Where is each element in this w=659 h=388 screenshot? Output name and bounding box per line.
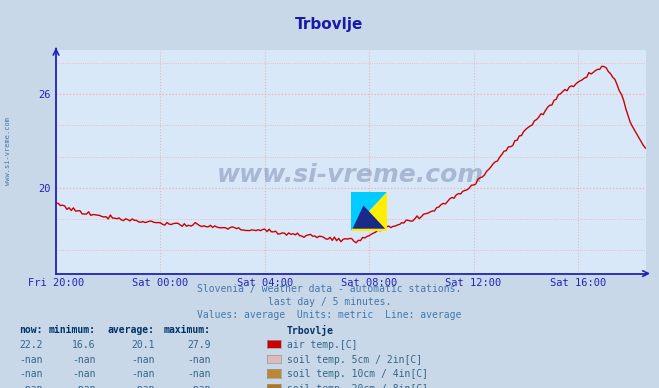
Text: Trbovlje: Trbovlje bbox=[287, 325, 333, 336]
Text: now:: now: bbox=[19, 325, 43, 335]
Text: -nan: -nan bbox=[19, 384, 43, 388]
Text: Values: average  Units: metric  Line: average: Values: average Units: metric Line: aver… bbox=[197, 310, 462, 320]
Text: -nan: -nan bbox=[19, 355, 43, 365]
Text: -nan: -nan bbox=[187, 355, 211, 365]
Text: -nan: -nan bbox=[131, 384, 155, 388]
Text: soil temp. 10cm / 4in[C]: soil temp. 10cm / 4in[C] bbox=[287, 369, 428, 379]
Text: maximum:: maximum: bbox=[164, 325, 211, 335]
Text: 22.2: 22.2 bbox=[19, 340, 43, 350]
Text: minimum:: minimum: bbox=[49, 325, 96, 335]
Text: 27.9: 27.9 bbox=[187, 340, 211, 350]
Text: last day / 5 minutes.: last day / 5 minutes. bbox=[268, 297, 391, 307]
Text: -nan: -nan bbox=[72, 369, 96, 379]
Text: -nan: -nan bbox=[131, 369, 155, 379]
Polygon shape bbox=[351, 192, 387, 230]
Text: Slovenia / weather data - automatic stations.: Slovenia / weather data - automatic stat… bbox=[197, 284, 462, 294]
Text: -nan: -nan bbox=[187, 369, 211, 379]
Text: 16.6: 16.6 bbox=[72, 340, 96, 350]
Text: -nan: -nan bbox=[72, 355, 96, 365]
Text: average:: average: bbox=[108, 325, 155, 335]
Text: -nan: -nan bbox=[131, 355, 155, 365]
Text: www.si-vreme.com: www.si-vreme.com bbox=[5, 117, 11, 185]
Text: -nan: -nan bbox=[72, 384, 96, 388]
Text: www.si-vreme.com: www.si-vreme.com bbox=[217, 163, 484, 187]
Text: -nan: -nan bbox=[187, 384, 211, 388]
Polygon shape bbox=[353, 205, 385, 229]
Text: soil temp. 20cm / 8in[C]: soil temp. 20cm / 8in[C] bbox=[287, 384, 428, 388]
Text: -nan: -nan bbox=[19, 369, 43, 379]
Text: 20.1: 20.1 bbox=[131, 340, 155, 350]
Text: soil temp. 5cm / 2in[C]: soil temp. 5cm / 2in[C] bbox=[287, 355, 422, 365]
Text: air temp.[C]: air temp.[C] bbox=[287, 340, 357, 350]
Text: Trbovlje: Trbovlje bbox=[295, 17, 364, 33]
Polygon shape bbox=[351, 192, 387, 230]
